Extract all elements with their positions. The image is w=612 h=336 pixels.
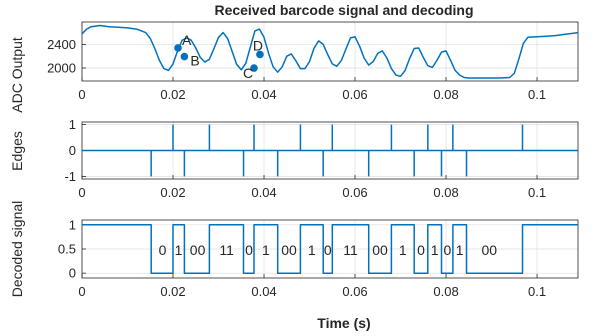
bit-label-3: 11 — [219, 242, 234, 258]
marker-D — [256, 50, 264, 59]
edges-xtick-label-1: 0.02 — [160, 185, 185, 200]
decoded-ytick-label-0: 0 — [69, 266, 76, 281]
edges-ytick-label-1: 0 — [69, 143, 76, 158]
decoded-xlabel: Time (s) — [317, 315, 370, 331]
decoded-ylabel: Decoded signal — [9, 201, 25, 298]
marker-A — [174, 44, 182, 52]
bit-label-9: 11 — [343, 242, 358, 258]
marker-label-B: B — [190, 53, 199, 69]
bit-label-10: 00 — [372, 242, 388, 258]
adc-xtick-label-4: 0.08 — [433, 87, 458, 102]
decoded-xtick-label-4: 0.08 — [433, 284, 458, 299]
edges-xtick-label-4: 0.08 — [433, 185, 458, 200]
bit-label-14: 0 — [444, 242, 452, 258]
bit-label-16: 00 — [481, 242, 497, 258]
edges-ytick-label-2: 1 — [69, 117, 76, 132]
decoded-ytick-label-2: 1 — [69, 217, 76, 232]
decoded-xtick-label-0: 0 — [78, 284, 85, 299]
adc-ytick-label-0: 2000 — [47, 61, 76, 76]
bit-label-6: 00 — [281, 242, 297, 258]
edges-xtick-label-2: 0.04 — [251, 185, 276, 200]
edges-xtick-label-0: 0 — [78, 185, 85, 200]
decoded-ytick-label-1: 0.5 — [58, 242, 76, 257]
marker-C — [250, 64, 258, 72]
marker-B — [180, 52, 189, 61]
bit-label-13: 1 — [431, 242, 439, 258]
marker-label-C: C — [243, 65, 253, 81]
adc-subplot: ADC Output 0 0.02 0.04 0.06 0.08 0.1 2000 2400 A… — [9, 21, 579, 113]
marker-label-D: D — [253, 37, 263, 53]
marker-label-A: A — [182, 32, 192, 48]
adc-xtick-label-2: 0.04 — [251, 87, 276, 102]
figure-title: Received barcode signal and decoding — [214, 2, 473, 18]
adc-ytick-label-1: 2400 — [47, 37, 76, 52]
adc-xtick-label-5: 0.1 — [528, 87, 546, 102]
edges-ylabel: Edges — [9, 131, 25, 171]
adc-xtick-label-3: 0.06 — [342, 87, 367, 102]
adc-ylabel: ADC Output — [9, 37, 25, 113]
decoded-subplot: Decoded signal Time (s) 0 0.02 0.04 0.06 0.0… — [9, 201, 579, 331]
bit-label-7: 1 — [308, 242, 316, 258]
decoded-xtick-label-3: 0.06 — [342, 284, 367, 299]
bit-label-8: 0 — [324, 242, 332, 258]
bit-label-0: 0 — [159, 242, 167, 258]
edges-subplot: Edges 0 0.02 0.04 0.06 0.08 0.1-101 — [9, 117, 579, 200]
adc-xtick-label-0: 0 — [78, 87, 85, 102]
edges-ytick-label-0: -1 — [64, 169, 76, 184]
bit-label-11: 1 — [399, 242, 407, 258]
decoded-line — [82, 224, 578, 274]
edges-xtick-label-3: 0.06 — [342, 185, 367, 200]
bit-label-1: 1 — [175, 242, 183, 258]
adc-plot-area — [82, 22, 578, 81]
decoded-xtick-label-1: 0.02 — [160, 284, 185, 299]
bit-label-5: 1 — [262, 242, 270, 258]
decoded-xtick-label-5: 0.1 — [528, 284, 546, 299]
bit-label-15: 1 — [456, 242, 464, 258]
edges-xtick-label-5: 0.1 — [528, 185, 546, 200]
decoded-xtick-label-2: 0.04 — [251, 284, 276, 299]
bit-label-2: 00 — [190, 242, 206, 258]
adc-xtick-label-1: 0.02 — [160, 87, 185, 102]
adc-line — [81, 24, 579, 79]
bit-label-4: 0 — [245, 242, 253, 258]
bit-label-12: 0 — [417, 242, 425, 258]
adc-axes-box — [81, 21, 579, 82]
